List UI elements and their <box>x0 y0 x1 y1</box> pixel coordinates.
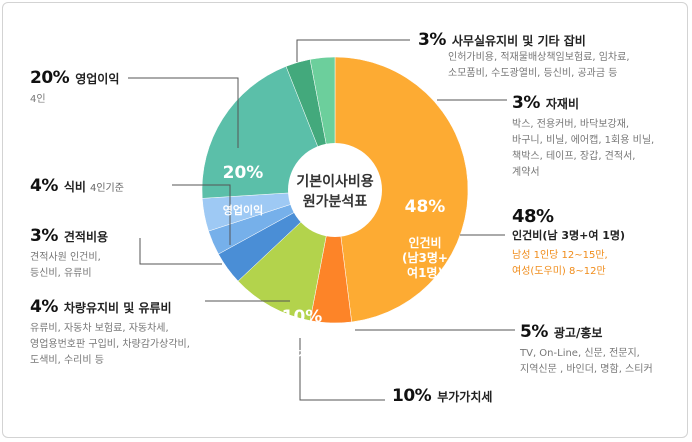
label-vat: 10% 부가가치세 <box>392 386 493 406</box>
inner-label-labor: 48% 인건비 (남3명+ 여1명) <box>402 197 448 280</box>
label-material: 3% 자재비 박스, 전용커버, 바닥보강재, 바구니, 비닐, 에어캡, 1회용… <box>512 93 655 178</box>
center-title-line1: 기본이사비용 <box>296 173 373 190</box>
inner-label-vat: 10% 부가가치세 <box>279 307 325 361</box>
label-office: 3% 사무실유지비 및 기타 잡비 인허가비용, 적재물배상책임보험료, 임차료,… <box>418 30 630 79</box>
leader-vat <box>299 338 385 401</box>
label-estimate: 3% 견적비용 견적사원 인건비, 등신비, 유류비 <box>30 226 109 279</box>
center-title-line2: 원가분석표 <box>303 194 368 210</box>
leader-profit <box>128 77 239 148</box>
inner-label-profit: 20% 영업이익 <box>222 163 264 217</box>
label-profit: 20% 영업이익 4인 <box>30 68 120 105</box>
pie-slice-0 <box>334 56 469 323</box>
label-vehicle: 4% 차량유지비 및 유류비 유류비, 자동차 보험료, 자동차세, 영업용번호판… <box>30 297 190 366</box>
leader-estimate <box>139 238 222 265</box>
label-ad: 5% 광고/홍보 TV, On-Line, 신문, 전문지, 지역신문 , 바인더… <box>520 322 653 375</box>
center-circle <box>288 143 382 237</box>
label-labor: 48% 인건비(남 3명+여 1명) 남성 1인당 12~15만, 여성(도우미… <box>512 206 626 277</box>
leader-office <box>296 39 410 62</box>
leader-food <box>172 184 231 245</box>
label-food: 4% 식비 4인기준 <box>30 176 124 196</box>
